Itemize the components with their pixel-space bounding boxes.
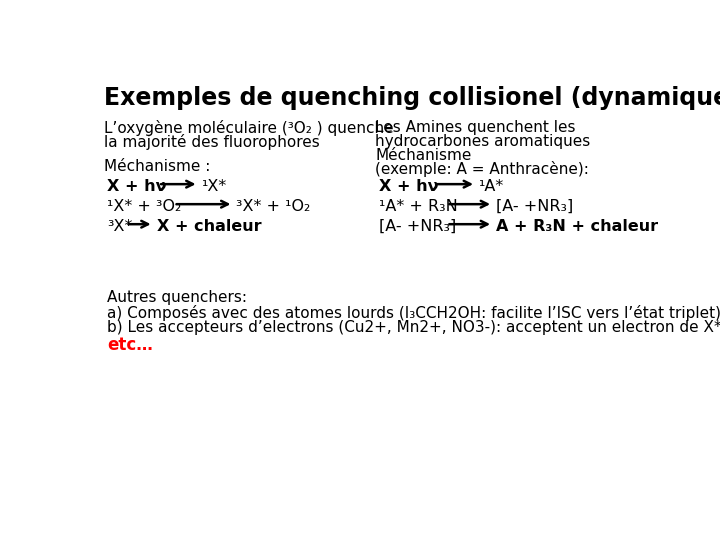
Text: la majorité des fluorophores: la majorité des fluorophores <box>104 134 320 150</box>
Text: Exemples de quenching collisionel (dynamique): Exemples de quenching collisionel (dynam… <box>104 86 720 110</box>
Text: Les Amines quenchent les: Les Amines quenchent les <box>375 120 576 135</box>
Text: ³X* + ¹O₂: ³X* + ¹O₂ <box>236 199 311 214</box>
Text: L’oxygène moléculaire (³O₂ ) quenche: L’oxygène moléculaire (³O₂ ) quenche <box>104 120 394 136</box>
Text: ¹A*: ¹A* <box>479 179 504 194</box>
Text: A + R₃N + chaleur: A + R₃N + chaleur <box>496 219 658 234</box>
Text: Méchanisme :: Méchanisme : <box>104 159 210 174</box>
Text: [A- +NR₃]: [A- +NR₃] <box>496 199 573 214</box>
Text: (exemple: A = Anthracène):: (exemple: A = Anthracène): <box>375 161 589 177</box>
Text: etc…: etc… <box>107 336 153 354</box>
Text: Méchanisme: Méchanisme <box>375 148 472 163</box>
Text: X + chaleur: X + chaleur <box>157 219 261 234</box>
Text: X + hν: X + hν <box>107 179 166 194</box>
Text: ¹X* + ³O₂: ¹X* + ³O₂ <box>107 199 181 214</box>
Text: ¹A* + R₃N: ¹A* + R₃N <box>379 199 458 214</box>
Text: Autres quenchers:: Autres quenchers: <box>107 289 247 305</box>
Text: b) Les accepteurs d’electrons (Cu2+, Mn2+, NO3-): acceptent un electron de X*): b) Les accepteurs d’electrons (Cu2+, Mn2… <box>107 320 720 335</box>
Text: [A- +NR₃]: [A- +NR₃] <box>379 219 456 234</box>
Text: hydrocarbones aromatiques: hydrocarbones aromatiques <box>375 134 590 149</box>
Text: a) Composés avec des atomes lourds (I₃CCH2OH: facilite l’ISC vers l’état triplet: a) Composés avec des atomes lourds (I₃CC… <box>107 305 720 321</box>
Text: ³X*: ³X* <box>107 219 132 234</box>
Text: ¹X*: ¹X* <box>202 179 227 194</box>
Text: X + hν: X + hν <box>379 179 438 194</box>
